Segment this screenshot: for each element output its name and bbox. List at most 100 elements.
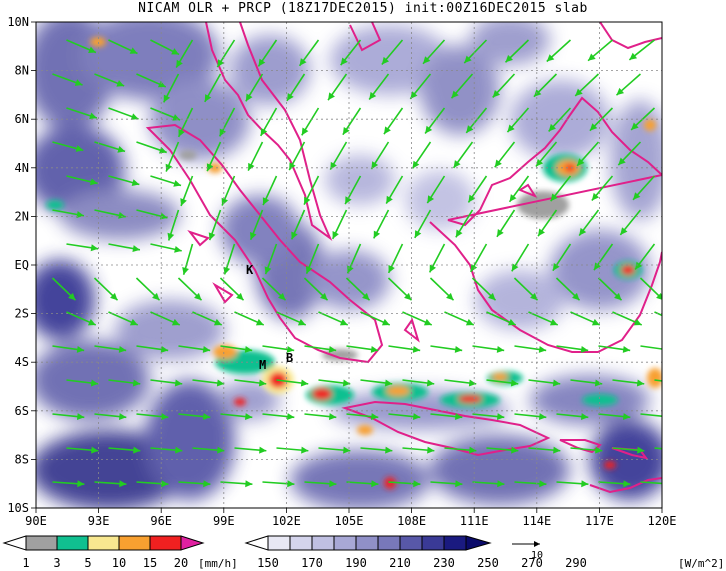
wind-vector-head (74, 79, 83, 86)
wind-vector-head (548, 123, 556, 132)
wind-vector-head (507, 124, 515, 133)
wind-vector-head (76, 345, 85, 353)
wind-vector-head (507, 318, 516, 326)
wind-vector-head (618, 157, 626, 166)
prcp-colorbar-bin (25, 535, 58, 551)
wind-vector-head (426, 379, 435, 387)
wind-vector-head (510, 379, 519, 387)
wind-vector-head (132, 245, 140, 253)
lon-label: 90E (25, 514, 47, 528)
wind-vector-head (163, 94, 171, 103)
wind-vector-head (291, 231, 298, 240)
wind-vector-head (454, 413, 463, 421)
wind-vector-head (116, 80, 125, 87)
olr-colorbar-bin (289, 535, 313, 551)
wind-vector-head (427, 195, 435, 204)
wind-vector (654, 447, 662, 450)
wind-vector-head (614, 292, 622, 301)
wind-vector-head (206, 163, 214, 172)
wind-vector-head (287, 480, 295, 488)
wind-vector-head (129, 318, 138, 326)
wind-vector-head (132, 379, 141, 387)
olr-colorbar-tick: 290 (565, 556, 587, 570)
lat-label: 8N (15, 64, 29, 78)
wind-vector-head (131, 179, 140, 186)
wind-vector-head (244, 345, 253, 353)
olr-colorbar-tick: 190 (345, 556, 367, 570)
olr-colorbar-lower-triangle (244, 535, 269, 551)
wind-vector-head (383, 126, 391, 135)
wind-vector-head (202, 413, 211, 421)
wind-vector-head (575, 88, 583, 96)
wind-vector-head (552, 262, 560, 271)
prcp-colorbar-tick: 15 (143, 556, 157, 570)
wind-vector-head (223, 266, 231, 275)
wind-vector-head (87, 318, 96, 326)
wind-vector-head (413, 480, 421, 488)
olr-colorbar-bin (267, 535, 291, 551)
wind-vector-head (581, 480, 589, 488)
wind-vector-head (173, 180, 182, 187)
wind-vector-head (591, 192, 600, 201)
wind-vector-head (157, 80, 166, 88)
wind-vector-head (345, 196, 352, 205)
wind-vector-head (305, 265, 313, 274)
wind-vector-head (204, 94, 212, 102)
wind-vector-head (505, 54, 513, 63)
precipitation-colorbar: 1 3 5 10 15 20 (2, 535, 205, 570)
longitude-labels: 90E 93E 96E 99E 102E 105E 108E 111E 114E 117E 120E (25, 514, 676, 528)
wind-vector-head (304, 196, 311, 205)
wind-vector-head (328, 92, 335, 101)
lon-label: 120E (648, 514, 677, 528)
wind-vector-head (414, 230, 422, 238)
olr-colorbar-tick: 210 (389, 556, 411, 570)
wind-vector-head (202, 345, 211, 353)
graticule (31, 21, 663, 513)
wind-vector-head (633, 192, 641, 200)
wind-vector-head (262, 197, 270, 206)
wind-vector-head (299, 58, 307, 66)
wind-vector-head (453, 160, 461, 168)
wind-vector-head (369, 91, 377, 100)
wind-vector-head (371, 161, 379, 170)
wind-vector-head (550, 193, 558, 202)
wind-vector-head (176, 59, 183, 68)
olr-colorbar-bin (443, 535, 467, 551)
olr-colorbar-tick: 230 (433, 556, 455, 570)
wind-vector-head (328, 345, 337, 353)
wind-vector-head (464, 55, 472, 64)
wind-vector-head (260, 128, 268, 136)
wind-vector-head (339, 318, 348, 326)
wind-vector-head (468, 194, 476, 203)
olr-colorbar: 150 170 190 210 230 250 270 290 (244, 535, 587, 570)
wind-vector-head (533, 89, 542, 97)
wind-vector-head (278, 292, 286, 301)
wind-vector (654, 311, 662, 317)
olr-colorbar-bin (311, 535, 335, 551)
wind-vector-head (216, 379, 225, 387)
wind-vector-head (589, 123, 598, 131)
wind-vector-head (410, 91, 418, 99)
wind-vector-head (539, 480, 547, 488)
lat-label: 2S (15, 307, 29, 321)
wind-vector-head (91, 446, 99, 454)
wind-vector-head (236, 292, 244, 301)
wind-vector-head (373, 230, 381, 239)
wind-vector-head (258, 379, 267, 387)
wind-vector-head (208, 232, 216, 241)
wind-vector-head (665, 413, 672, 420)
lat-label: 10N (7, 15, 29, 29)
lat-label: 8S (15, 452, 29, 466)
olr-unit-label: [W/m^2] (678, 557, 724, 570)
prcp-colorbar-upper-triangle (180, 535, 205, 551)
lon-label: 108E (397, 514, 426, 528)
wind-vector-head (174, 379, 183, 387)
wind-vector-head (535, 158, 544, 167)
wind-vector-head (637, 446, 645, 454)
wind-vector-head (622, 345, 631, 353)
wind-vector-head (329, 480, 337, 488)
wind-vector-head (89, 112, 97, 120)
wind-vector-head (152, 292, 160, 301)
wind-vector-head (635, 261, 643, 270)
